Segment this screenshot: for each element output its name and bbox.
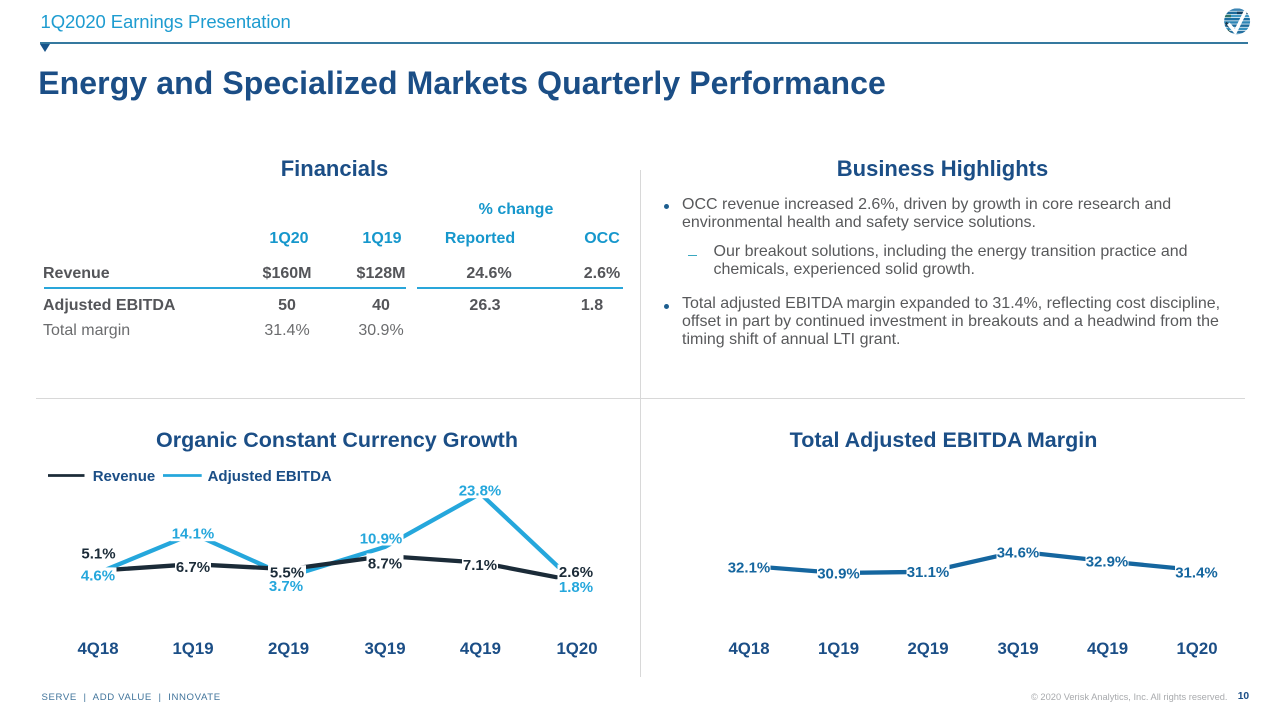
svg-text:32.9%: 32.9% [1086,553,1129,570]
svg-text:2Q19: 2Q19 [907,639,948,658]
svg-text:4Q18: 4Q18 [77,639,118,658]
svg-text:1Q20: 1Q20 [1176,639,1217,658]
svg-text:32.1%: 32.1% [728,560,771,577]
svg-text:6.7%: 6.7% [176,559,210,576]
svg-text:Revenue: Revenue [93,468,156,485]
svg-text:3Q19: 3Q19 [364,639,405,658]
svg-text:2.6%: 2.6% [559,564,593,581]
svg-text:1.8%: 1.8% [559,579,593,596]
svg-text:1Q19: 1Q19 [818,639,859,658]
svg-text:5.1%: 5.1% [81,546,115,563]
svg-text:1Q19: 1Q19 [172,639,213,658]
svg-text:30.9%: 30.9% [817,566,860,583]
svg-text:23.8%: 23.8% [459,483,502,500]
svg-text:4Q18: 4Q18 [728,639,769,658]
svg-text:1Q20: 1Q20 [556,639,597,658]
svg-text:31.4%: 31.4% [1175,565,1218,582]
svg-text:31.1%: 31.1% [907,564,950,581]
svg-text:7.1%: 7.1% [463,557,497,574]
svg-text:14.1%: 14.1% [172,526,215,543]
svg-text:4.6%: 4.6% [81,568,115,585]
svg-text:3.7%: 3.7% [269,578,303,595]
svg-text:8.7%: 8.7% [368,556,402,573]
svg-text:5.5%: 5.5% [270,565,304,582]
svg-text:34.6%: 34.6% [997,545,1040,562]
svg-text:4Q19: 4Q19 [1087,639,1128,658]
svg-text:Adjusted EBITDA: Adjusted EBITDA [208,468,332,485]
svg-text:3Q19: 3Q19 [997,639,1038,658]
svg-text:2Q19: 2Q19 [268,639,309,658]
svg-text:10.9%: 10.9% [360,531,403,548]
svg-text:4Q19: 4Q19 [460,639,501,658]
